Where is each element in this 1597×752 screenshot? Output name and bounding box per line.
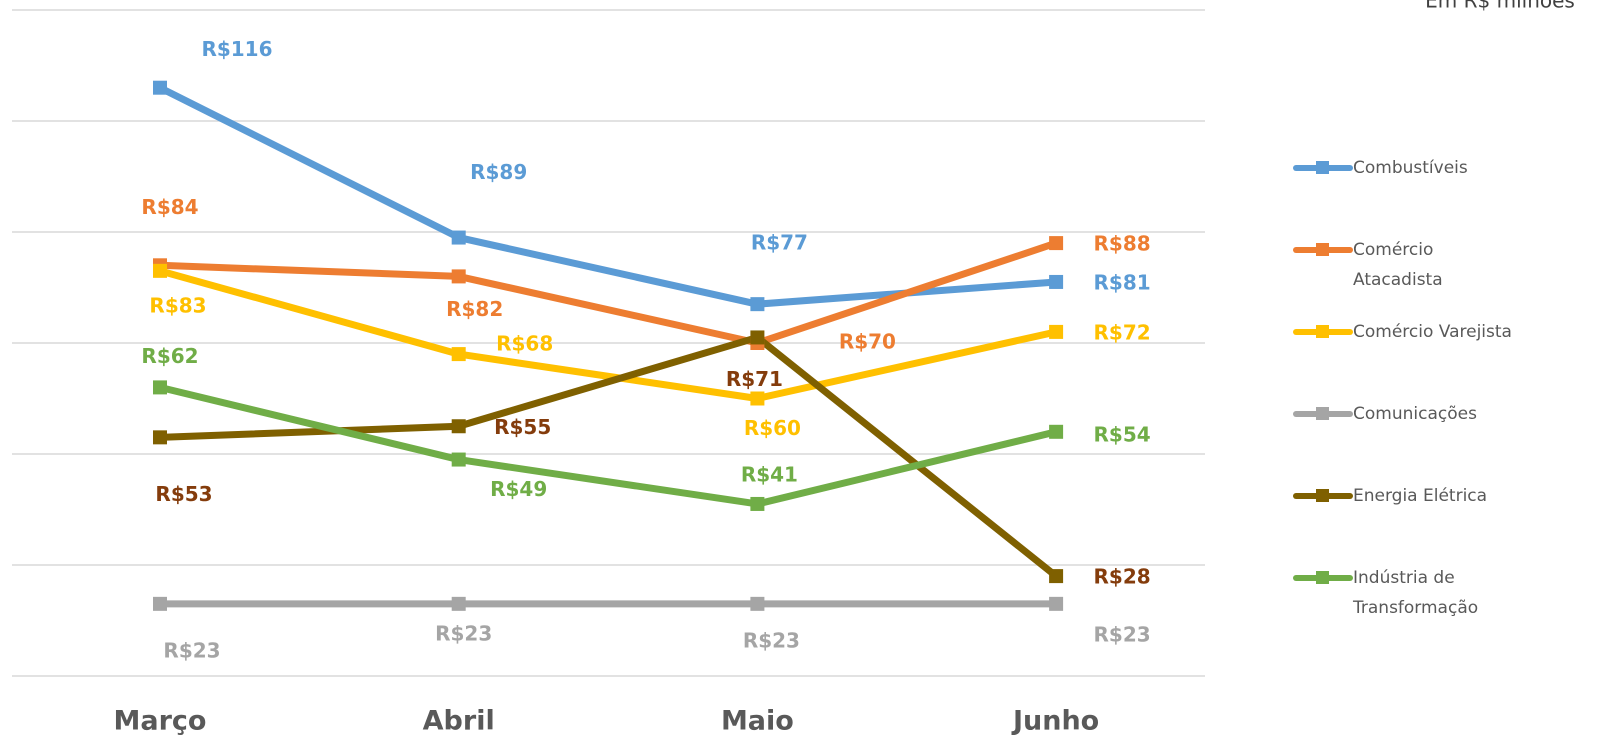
legend-label: Indústria de Transformação: [1353, 568, 1479, 618]
marker: [451, 419, 466, 434]
data-label: R$116: [201, 37, 272, 61]
legend-marker: [1316, 489, 1329, 502]
legend-item: Comunicações: [1293, 404, 1523, 429]
legend-marker: [1316, 407, 1329, 420]
data-label: R$23: [743, 628, 800, 652]
data-label: R$84: [141, 195, 198, 219]
legend-item: Comércio Varejista: [1293, 322, 1523, 347]
legend-item: Indústria de Transformação: [1293, 568, 1523, 623]
data-label: R$71: [726, 367, 783, 391]
series-line: [159, 383, 1057, 508]
legend-marker: [1316, 161, 1329, 174]
marker: [750, 391, 765, 406]
marker: [153, 380, 167, 395]
data-label: R$72: [1094, 320, 1151, 344]
data-label: R$60: [744, 416, 801, 440]
chart-subtitle: Em R$ milhões: [1425, 0, 1575, 13]
marker: [153, 596, 167, 611]
x-tick-label: Junho: [1011, 706, 1099, 737]
legend-marker: [1316, 325, 1329, 338]
data-label: R$62: [141, 344, 198, 368]
marker: [1049, 236, 1064, 251]
lines: [158, 84, 1059, 608]
data-label: R$49: [490, 477, 547, 501]
data-label: R$68: [496, 332, 553, 356]
legend-swatch: [1293, 240, 1353, 260]
legend-label: Comércio Atacadista: [1353, 240, 1443, 290]
legend-label: Comunicações: [1353, 404, 1477, 424]
markers: [153, 80, 1064, 611]
data-label: R$28: [1094, 565, 1151, 589]
legend-item: Comércio Atacadista: [1293, 240, 1523, 295]
marker: [451, 452, 466, 467]
data-label: R$41: [741, 462, 798, 486]
marker: [153, 263, 167, 278]
legend-label: Combustíveis: [1353, 158, 1468, 178]
data-label: R$23: [1094, 622, 1151, 646]
data-label: R$54: [1094, 422, 1151, 446]
marker: [1049, 324, 1064, 339]
legend-label: Comércio Varejista: [1353, 322, 1512, 342]
marker: [153, 80, 167, 95]
data-label: R$70: [839, 330, 896, 354]
marker: [750, 496, 765, 511]
x-tick-label: Abril: [423, 706, 495, 737]
data-label: R$88: [1094, 232, 1151, 256]
marker: [750, 596, 765, 611]
x-tick-label: Maio: [721, 706, 794, 737]
marker: [1049, 274, 1064, 289]
data-label: R$23: [163, 638, 220, 662]
marker: [451, 347, 466, 362]
series-line: [159, 267, 1057, 402]
legend-swatch: [1293, 486, 1353, 506]
legend-marker: [1316, 243, 1329, 256]
x-tick-label: Março: [114, 706, 207, 737]
marker: [750, 330, 765, 345]
marker: [1049, 424, 1064, 439]
data-label: R$53: [155, 482, 212, 506]
data-label: R$82: [446, 297, 503, 321]
data-label: R$83: [149, 293, 206, 317]
legend-label: Energia Elétrica: [1353, 486, 1488, 506]
legend-swatch: [1293, 404, 1353, 424]
data-labels: R$116 R$89 R$77 R$81 R$84 R$82 R$70 R$88 R$83 R$6…: [141, 37, 1150, 662]
marker: [153, 430, 167, 445]
marker: [1049, 596, 1064, 611]
series-line: [159, 239, 1058, 347]
marker: [750, 297, 765, 312]
legend-marker: [1316, 571, 1329, 584]
legend-swatch: [1293, 568, 1353, 588]
legend-swatch: [1293, 158, 1353, 178]
data-label: R$23: [435, 621, 492, 645]
legend-item: Combustíveis: [1293, 158, 1523, 183]
marker: [451, 230, 466, 245]
marker: [451, 269, 466, 284]
marker: [1049, 569, 1064, 584]
data-label: R$89: [470, 160, 527, 184]
data-label: R$55: [494, 415, 551, 439]
legend-swatch: [1293, 322, 1353, 342]
marker: [451, 596, 466, 611]
series-line: [159, 333, 1059, 579]
legend-item: Energia Elétrica: [1293, 486, 1523, 511]
data-label: R$81: [1094, 270, 1151, 294]
data-label: R$77: [751, 231, 808, 255]
